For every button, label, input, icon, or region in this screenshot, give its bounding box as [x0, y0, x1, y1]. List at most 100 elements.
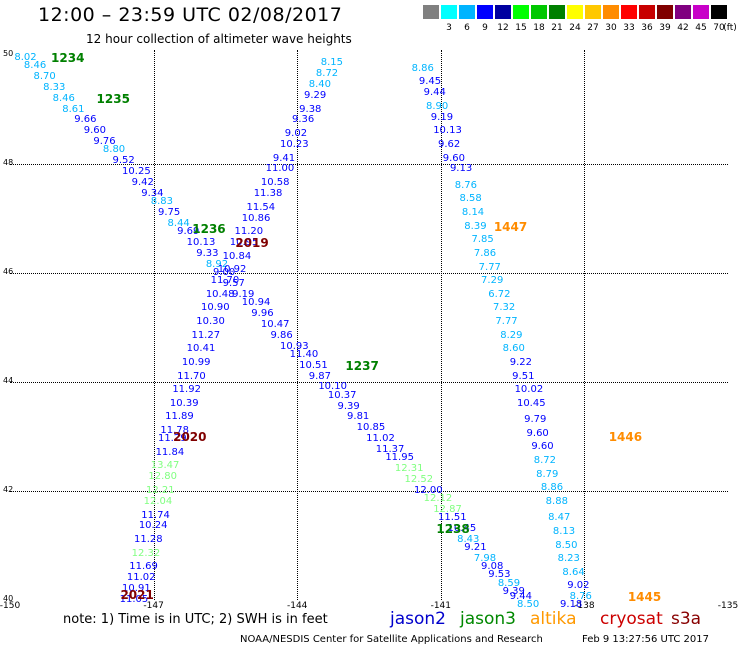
wave-height-value: 10.47 — [260, 318, 290, 330]
wave-height-value: 12.31 — [394, 463, 424, 475]
pass-number-label: 1447 — [493, 219, 528, 234]
lat-tick-label: 48 — [3, 158, 14, 167]
wave-height-value: 9.39 — [337, 400, 360, 412]
wave-height-value: 9.18 — [560, 599, 583, 611]
wave-height-value: 13.47 — [150, 460, 180, 472]
scale-swatch — [495, 5, 511, 19]
wave-height-value: 8.80 — [102, 144, 126, 156]
wave-height-value: 8.90 — [426, 100, 449, 112]
pass-number-label: 1238 — [436, 522, 470, 537]
wave-height-value: 10.58 — [260, 177, 290, 189]
wave-height-value: 10.23 — [280, 138, 309, 150]
satellite-legend-jason2: jason2 — [390, 609, 446, 629]
scale-swatch — [639, 5, 655, 19]
wave-height-value: 7.98 — [473, 553, 497, 565]
wave-height-value: 9.79 — [524, 414, 547, 426]
wave-height-value: 8.60 — [502, 343, 525, 355]
wave-height-value: 10.95 — [229, 237, 259, 249]
scale-swatch — [567, 5, 583, 19]
wave-height-value: 10.94 — [241, 296, 271, 308]
wave-height-value: 10.37 — [327, 389, 357, 401]
satellite-legend-cryosat: cryosat — [600, 609, 663, 629]
wave-height-value: 9.96 — [251, 307, 274, 319]
wave-height-value: 11.78 — [160, 425, 189, 437]
wave-height-value: 12.04 — [143, 495, 173, 507]
lat-tick-label: 42 — [3, 485, 14, 494]
wave-height-value: 9.33 — [196, 247, 219, 259]
wave-height-value: 9.19 — [232, 288, 255, 300]
satellite-legend-s3a: s3a — [671, 609, 702, 629]
wave-height-value: 8.23 — [557, 553, 580, 565]
pass-number-label: 1236 — [192, 222, 226, 237]
wave-height-value: 8.72 — [315, 68, 339, 80]
wave-height-value: 8.83 — [150, 196, 174, 208]
lon-tick-label: -144 — [286, 601, 308, 611]
grid-line-lon — [440, 50, 442, 600]
wave-height-value: 8.70 — [33, 70, 56, 82]
wave-height-value: 12.32 — [131, 547, 161, 559]
wave-height-value: 8.13 — [552, 525, 576, 537]
grid-line-lat — [10, 491, 728, 492]
lon-tick-label: -147 — [143, 601, 164, 611]
lat-tick-label: 46 — [3, 267, 14, 276]
satellite-legend-altika: altika — [530, 609, 577, 629]
wave-height-value: 11.74 — [141, 509, 170, 521]
wave-height-value: 11.02 — [366, 433, 395, 445]
wave-height-value: 8.44 — [167, 217, 190, 229]
map-subtitle: 12 hour collection of altimeter wave hei… — [86, 32, 352, 46]
pass-number-label: 1235 — [96, 91, 130, 106]
wave-height-value: 8.47 — [548, 512, 571, 524]
grid-line-lon — [584, 50, 586, 600]
wave-height-value: 9.60 — [83, 125, 107, 137]
scale-tick-label: 6 — [464, 23, 470, 33]
wave-height-value: 10.30 — [196, 316, 225, 328]
scale-swatch — [693, 5, 709, 19]
wave-height-value: 9.02 — [567, 580, 590, 592]
wave-height-value: 10.90 — [201, 302, 230, 314]
wave-height-value: 8.50 — [555, 539, 578, 551]
wave-height-value: 10.25 — [122, 166, 151, 178]
grid-line-lat — [10, 273, 728, 274]
wave-height-value: 8.43 — [457, 534, 480, 546]
grid-line-lon — [153, 50, 155, 600]
wave-height-value: 7.77 — [495, 316, 518, 328]
wave-height-value: 10.48 — [205, 288, 235, 300]
scale-tick-label: 27 — [587, 23, 599, 33]
scale-tick-label: 30 — [605, 23, 617, 33]
wave-height-value: 8.76 — [569, 591, 592, 603]
scale-swatch — [603, 5, 619, 19]
wave-height-value: 7.86 — [473, 247, 497, 259]
grid-line-lat — [10, 164, 728, 165]
wave-height-value: 11.95 — [385, 452, 414, 464]
legend-note: note: 1) Time is in UTC; 2) SWH is in fe… — [63, 612, 328, 627]
wave-height-value: 9.60 — [442, 152, 466, 164]
wave-height-value: 12.21 — [145, 485, 175, 496]
wave-height-value: 10.84 — [222, 250, 252, 262]
scale-tick-label: 15 — [515, 23, 527, 33]
wave-height-value: 10.02 — [514, 384, 544, 396]
wave-height-value: 9.76 — [93, 136, 116, 148]
wave-height-value: 11.69 — [129, 561, 158, 573]
wave-height-value: 8.76 — [454, 179, 477, 191]
wave-height-value: 8.33 — [43, 81, 66, 93]
wave-height-value: 10.45 — [516, 397, 546, 409]
wave-height-value: 8.58 — [459, 193, 482, 205]
wave-height-value: 8.61 — [62, 103, 85, 115]
scale-tick-label: 45 — [695, 23, 707, 33]
scale-tick-label: 42 — [677, 23, 689, 33]
scale-swatch — [621, 5, 637, 19]
wave-height-value: 10.24 — [138, 520, 168, 532]
wave-height-value: 9.02 — [284, 128, 308, 140]
wave-height-value: 9.52 — [112, 155, 135, 167]
wave-height-value: 11.00 — [265, 163, 295, 175]
wave-height-value: 10.39 — [169, 397, 199, 409]
grid-line-lat — [10, 382, 728, 383]
wave-height-value: 11.51 — [437, 512, 467, 524]
scale-tick-label: 3 — [446, 23, 452, 33]
wave-height-value: 8.92 — [205, 258, 229, 270]
wave-height-value: 10.93 — [280, 340, 309, 352]
wave-height-value: 9.34 — [141, 187, 164, 199]
wave-height-value: 9.13 — [449, 163, 473, 175]
scale-tick-label: 33 — [623, 23, 635, 33]
wave-height-value: 7.77 — [478, 261, 501, 273]
